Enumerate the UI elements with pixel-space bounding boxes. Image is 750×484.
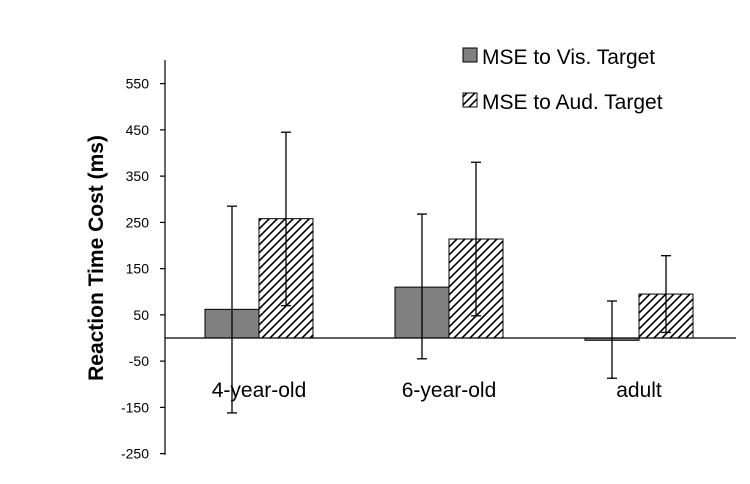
- legend-label-vis: MSE to Vis. Target: [482, 46, 655, 69]
- category-label: adult: [616, 379, 662, 402]
- y-tick-label: 350: [126, 168, 150, 184]
- error-bars-group: [227, 131, 671, 414]
- y-tick-label: 50: [133, 307, 149, 323]
- y-tick-label: -150: [121, 399, 149, 415]
- legend-swatch-vis: [462, 47, 478, 63]
- y-tick-label: 250: [126, 214, 150, 230]
- y-tick-label: 150: [126, 261, 150, 277]
- y-tick-label: 450: [126, 122, 150, 138]
- y-axis-label: Reaction Time Cost (ms): [85, 135, 108, 381]
- y-tick-label: -250: [121, 446, 149, 462]
- category-labels-group: 4-year-old 6-year-old adult: [212, 379, 662, 402]
- bars-group: [204, 218, 694, 341]
- y-tick-label: -50: [129, 353, 149, 369]
- y-tick-label: 550: [126, 76, 150, 92]
- axes-group: -250 -150 -50 50 150 250 350 450 550: [121, 60, 736, 462]
- category-label: 4-year-old: [212, 379, 307, 402]
- category-label: 6-year-old: [402, 379, 497, 402]
- legend: MSE to Vis. Target MSE to Aud. Target: [462, 46, 663, 114]
- legend-swatch-aud: [462, 92, 478, 108]
- legend-label-aud: MSE to Aud. Target: [482, 91, 663, 114]
